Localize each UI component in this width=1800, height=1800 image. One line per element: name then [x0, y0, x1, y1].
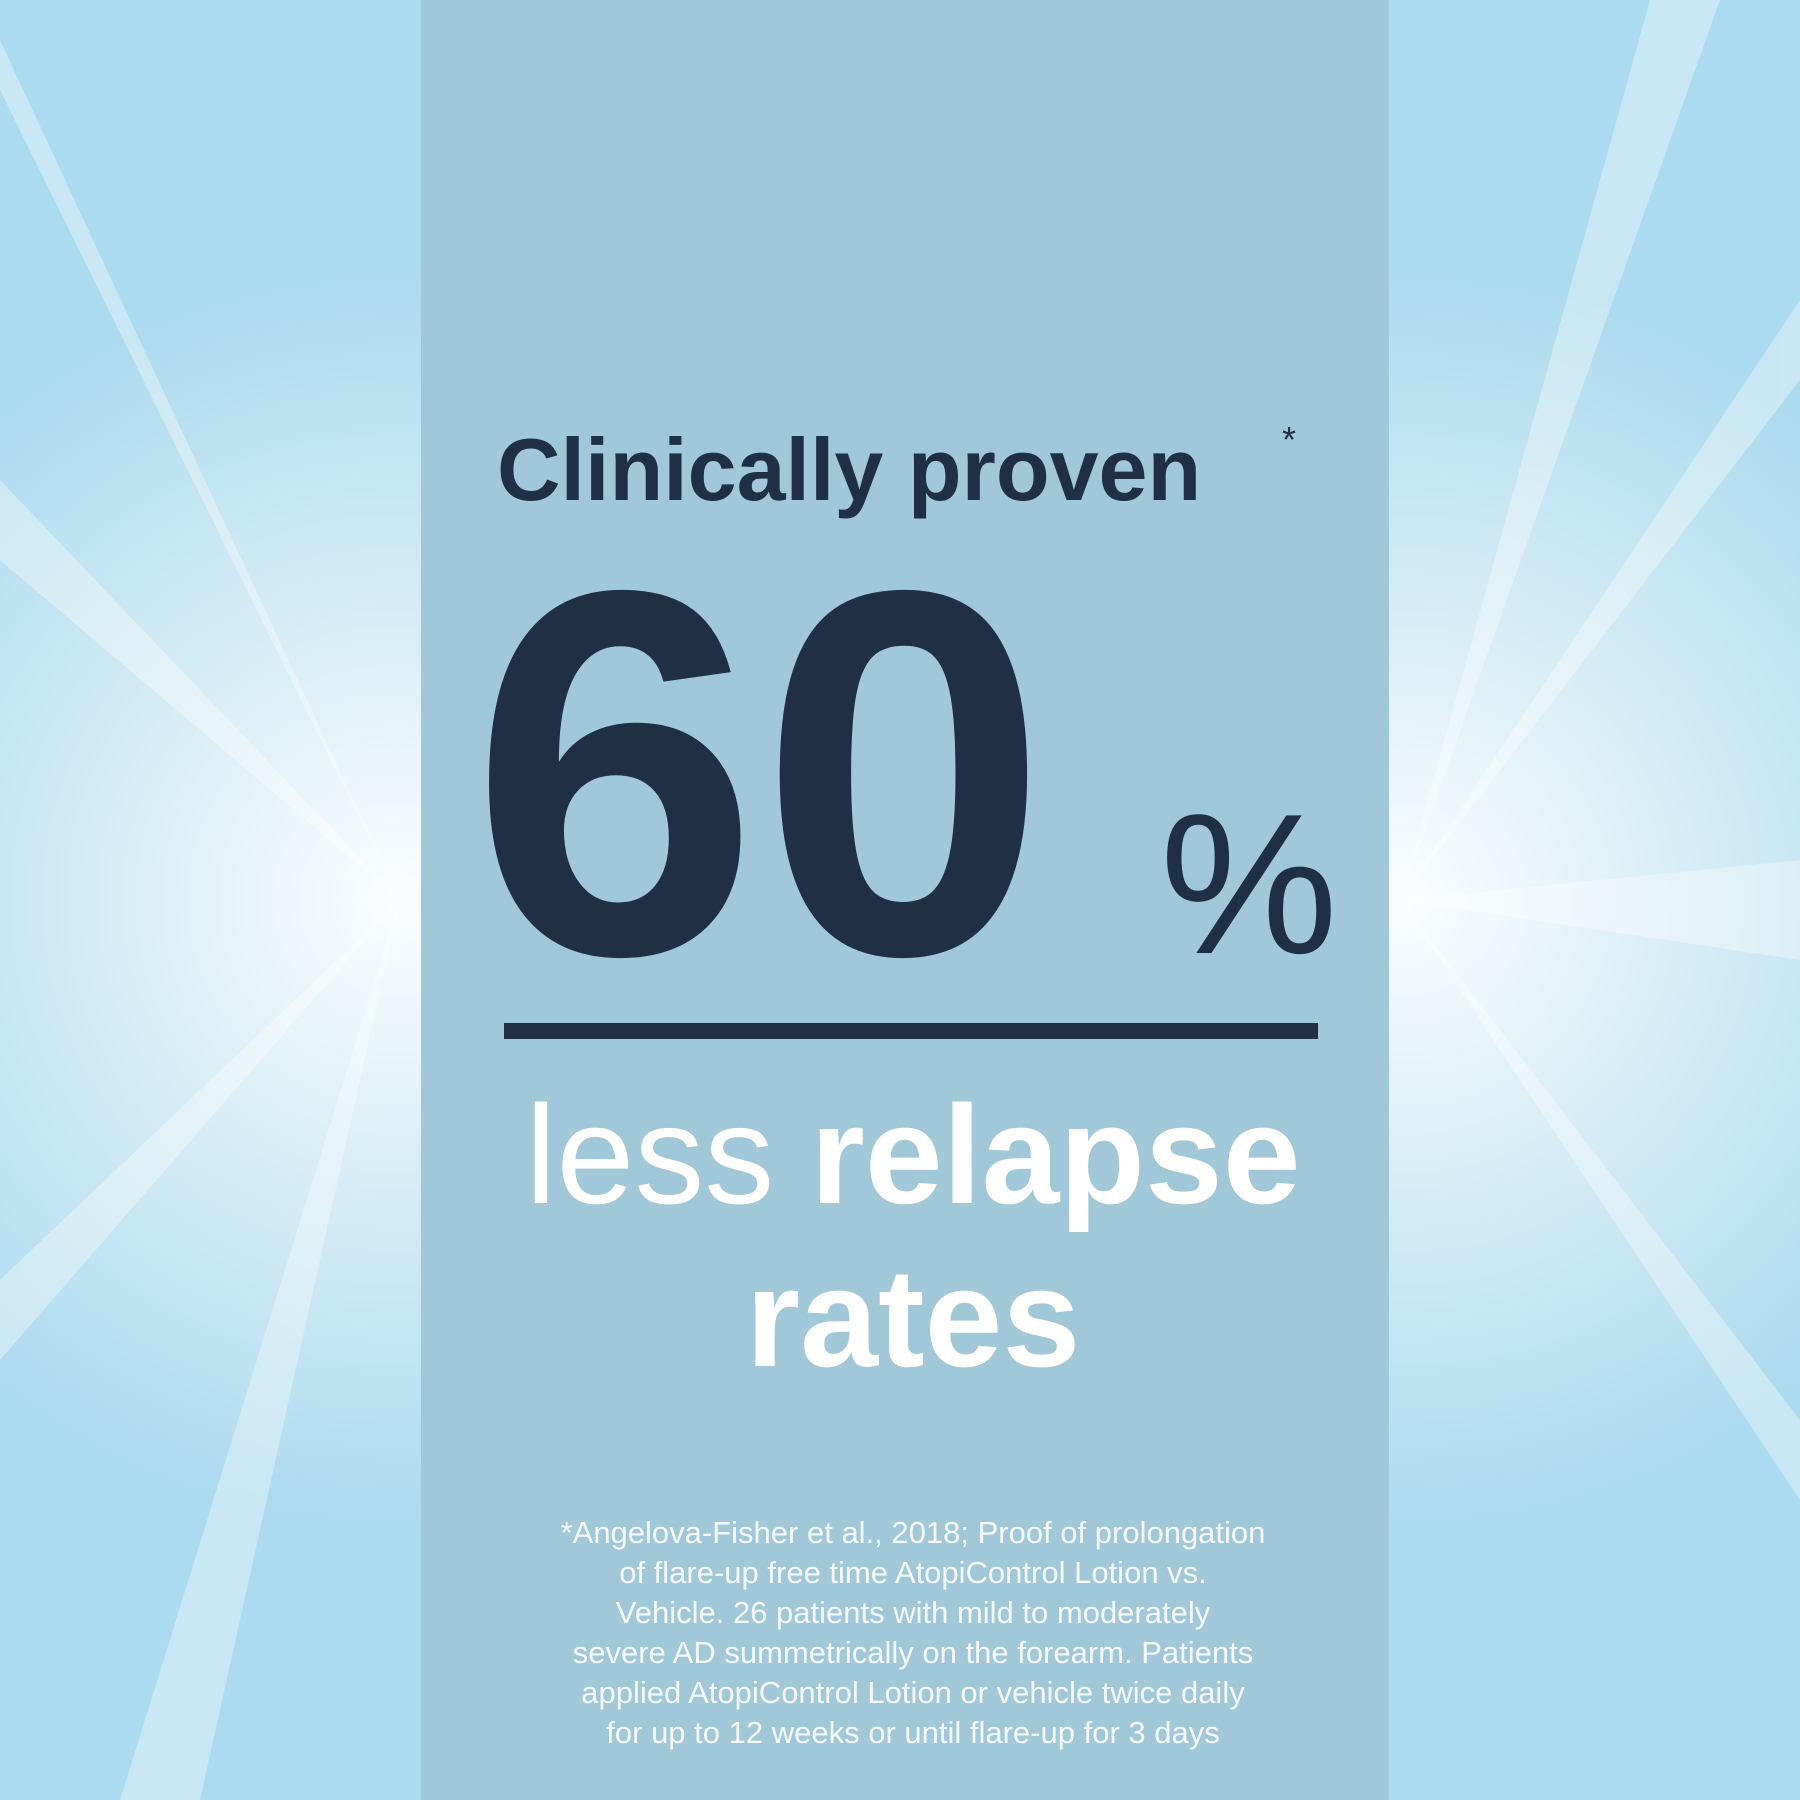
footnote-line: for up to 12 weeks or until flare-up for… [606, 1715, 1219, 1750]
divider [504, 1023, 1318, 1039]
footnote-line: *Angelova-Fisher et al., 2018; Proof of … [561, 1515, 1266, 1550]
footnote: *Angelova-Fisher et al., 2018; Proof of … [561, 1515, 1266, 1750]
footnote-line: Vehicle. 26 patients with mild to modera… [616, 1595, 1211, 1630]
stat-unit: % [1160, 773, 1338, 996]
stat-number: 60 [470, 483, 1048, 1064]
caption-line-1: less relapse [525, 1076, 1300, 1233]
caption-light: less [525, 1076, 774, 1233]
footnote-line: applied AtopiControl Lotion or vehicle t… [581, 1675, 1245, 1710]
footnote-line: of flare-up free time AtopiControl Lotio… [619, 1555, 1207, 1590]
caption-line-2: rates [746, 1239, 1081, 1396]
center-panel [421, 0, 1389, 1800]
caption-bold: relapse [810, 1076, 1300, 1233]
headline-marker: * [1282, 419, 1296, 460]
headline: Clinically proven [497, 420, 1201, 519]
footnote-line: severe AD summetrically on the forearm. … [573, 1635, 1254, 1670]
